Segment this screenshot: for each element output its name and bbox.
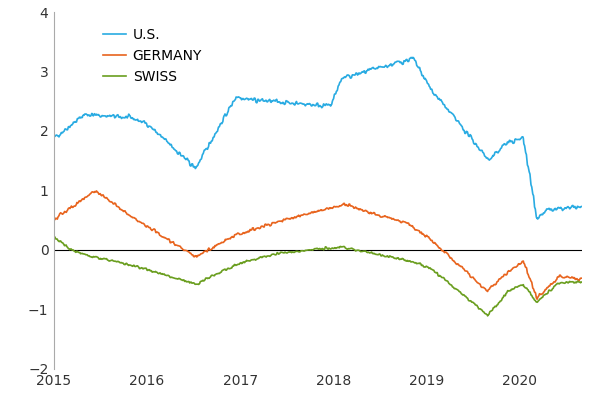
Legend: U.S., GERMANY, SWISS: U.S., GERMANY, SWISS — [98, 23, 208, 90]
Line: GERMANY: GERMANY — [54, 191, 582, 299]
Line: U.S.: U.S. — [54, 58, 582, 219]
Line: SWISS: SWISS — [54, 236, 582, 316]
